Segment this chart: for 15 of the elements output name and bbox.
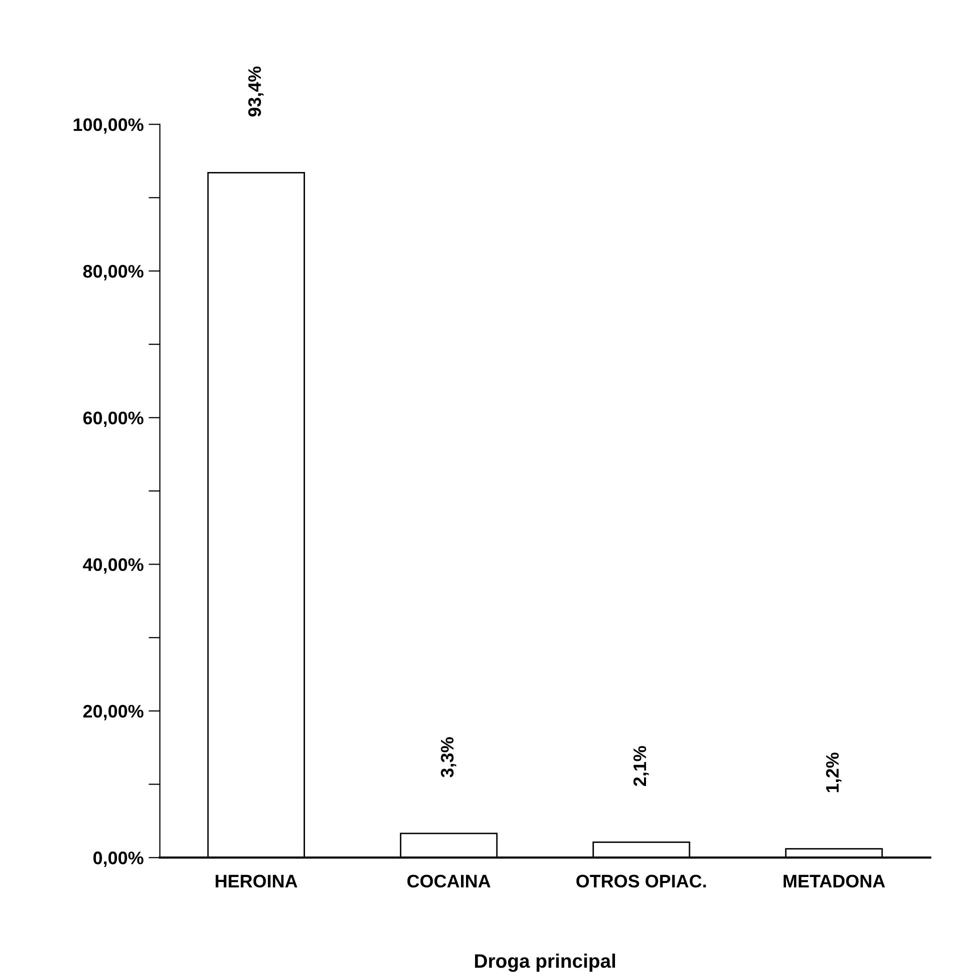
- y-tick-label: 0,00%: [93, 852, 144, 867]
- y-tick-label: 60,00%: [83, 412, 144, 427]
- x-tick-label: METADONA: [784, 874, 885, 888]
- y-tick-label: 80,00%: [83, 264, 144, 280]
- x-tick-label: COCAINA: [407, 874, 490, 888]
- x-axis-title: Droga principal: [475, 954, 615, 972]
- y-tick-label: 100,00%: [74, 118, 144, 134]
- y-tick-label: 40,00%: [82, 558, 144, 574]
- data-label: 3,3%: [440, 737, 456, 778]
- x-tick-label: HEROINA: [216, 874, 298, 888]
- data-label: 93,4%: [248, 66, 264, 117]
- data-label: 2,1%: [633, 746, 649, 786]
- x-tick-label: OTROS OPIAC.: [576, 874, 706, 888]
- data-label: 1,2%: [826, 752, 842, 792]
- y-tick-label: 20,00%: [83, 704, 144, 720]
